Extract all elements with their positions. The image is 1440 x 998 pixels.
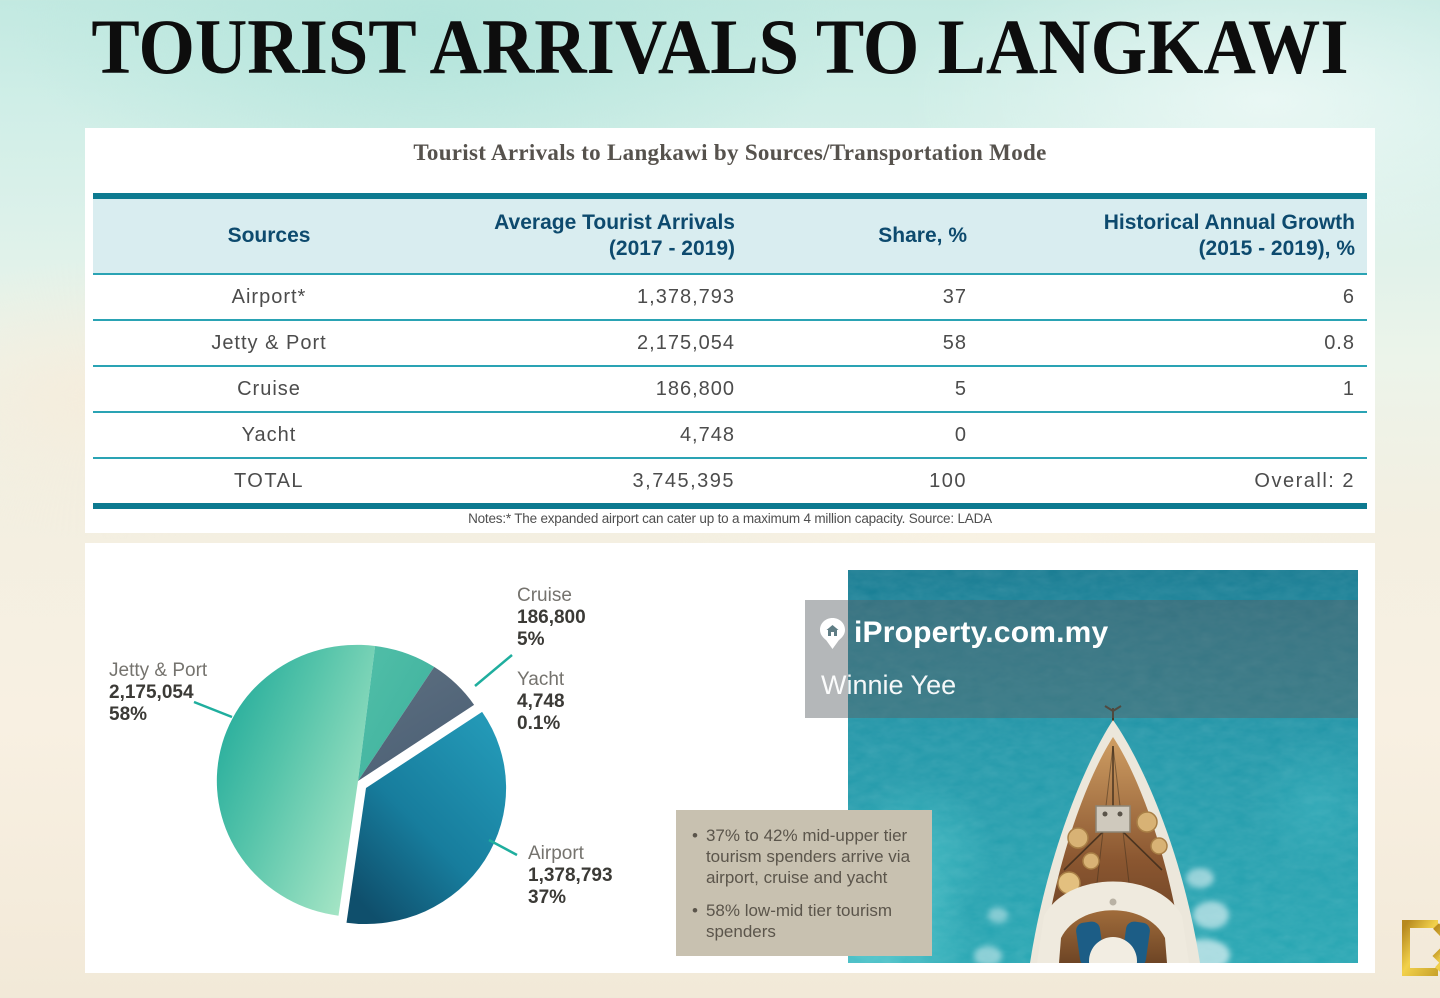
bullet-dot: •	[692, 901, 698, 920]
brand-banner: iProperty.com.my Winnie Yee	[805, 600, 1358, 718]
table-row: Airport* 1,378,793 37 6	[93, 273, 1367, 319]
arrivals-table: Sources Average Tourist Arrivals (2017 -…	[93, 193, 1367, 509]
pie-slice-jetty-port[interactable]	[216, 644, 376, 916]
pie-label-yacht: Yacht 4,748 0.1%	[517, 669, 565, 734]
table-row: Jetty & Port 2,175,054 58 0.8	[93, 319, 1367, 365]
location-pin-icon	[820, 617, 845, 649]
pie-label-airport: Airport 1,378,793 37%	[528, 843, 613, 908]
chart-card: Jetty & Port 2,175,054 58% Cruise 186,80…	[85, 543, 1375, 973]
brand-logo-text: iProperty.com.my	[854, 616, 1109, 649]
boat-illustration	[848, 570, 1358, 963]
photo-credit: Winnie Yee	[821, 670, 957, 700]
insight-bullet: • 58% low-mid tier tourism spenders	[686, 900, 918, 942]
table-row-total: TOTAL 3,745,395 100 Overall: 2	[93, 457, 1367, 503]
col-header-share: Share, %	[878, 224, 967, 247]
table-row: Cruise 186,800 5 1	[93, 365, 1367, 411]
bullet-dot: •	[692, 826, 698, 845]
boat-ocean-photo	[848, 570, 1358, 963]
pie-label-cruise: Cruise 186,800 5%	[517, 585, 586, 650]
table-header-row: Sources Average Tourist Arrivals (2017 -…	[93, 193, 1367, 273]
table-title: Tourist Arrivals to Langkawi by Sources/…	[413, 140, 1047, 165]
pie-label-jetty-port: Jetty & Port 2,175,054 58%	[109, 660, 208, 725]
pie-slice-cruise[interactable]	[358, 646, 435, 781]
gold-watermark-icon	[1402, 920, 1440, 976]
connector-jetty	[193, 700, 233, 719]
table-row: Yacht 4,748 0	[93, 411, 1367, 457]
col-header-sources: Sources	[227, 224, 311, 247]
page-title: TOURIST ARRIVALS TO LANGKAWI	[91, 3, 1349, 90]
pie-slice-yacht[interactable]	[358, 666, 475, 781]
brand-row: iProperty.com.my	[819, 616, 1108, 650]
connector-cruise	[474, 654, 513, 687]
boat-bow	[1030, 705, 1200, 963]
table-footnote: Notes:* The expanded airport can cater u…	[468, 511, 992, 526]
col-header-arrivals: Average Tourist Arrivals (2017 - 2019)	[494, 211, 735, 260]
col-header-growth: Historical Annual Growth (2015 - 2019), …	[1103, 211, 1355, 260]
connector-airport	[488, 838, 518, 857]
table-card: Tourist Arrivals to Langkawi by Sources/…	[85, 128, 1375, 533]
pie-slice-airport[interactable]	[346, 711, 507, 925]
insights-box: • 37% to 42% mid-upper tier tourism spen…	[676, 810, 932, 956]
pie-chart	[193, 644, 518, 925]
insight-bullet: • 37% to 42% mid-upper tier tourism spen…	[686, 825, 918, 888]
